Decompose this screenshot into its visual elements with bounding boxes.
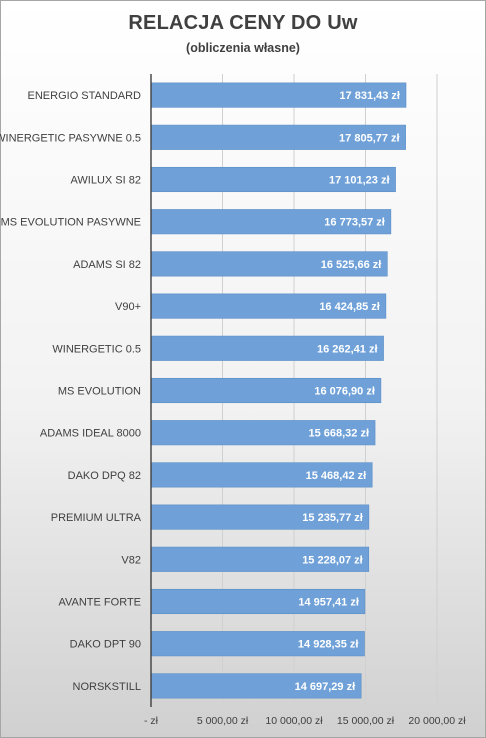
- data-label: 14 957,41 zł: [298, 597, 359, 609]
- category-label: ENERGIO STANDARD: [28, 90, 142, 102]
- x-tick-label: 5 000,00 zł: [197, 715, 249, 727]
- bar: [150, 82, 407, 108]
- chart-title: RELACJA CENY DO Uw: [128, 12, 358, 34]
- data-label: 16 262,41 zł: [317, 343, 378, 355]
- category-label: AWILUX SI 82: [70, 175, 141, 187]
- data-label: 14 928,35 zł: [298, 639, 359, 651]
- data-label: 17 101,23 zł: [329, 175, 390, 187]
- category-label: V82: [121, 554, 141, 566]
- category-label: ADAMS SI 82: [73, 259, 141, 271]
- data-label: 14 697,29 zł: [295, 681, 356, 693]
- bar: [150, 166, 396, 193]
- category-label: MS EVOLUTION: [58, 386, 141, 398]
- data-label: 16 076,90 zł: [314, 386, 375, 398]
- data-label: 15 668,32 zł: [308, 428, 369, 440]
- data-label: 17 831,43 zł: [339, 90, 400, 102]
- x-tick-label: 20 000,00 zł: [408, 715, 466, 727]
- bar: [150, 209, 392, 235]
- category-label: V90+: [115, 301, 141, 313]
- chart-subtitle: (obliczenia własne): [186, 41, 300, 55]
- data-label: 15 468,42 zł: [306, 470, 367, 482]
- x-tick-label: 15 000,00 zł: [337, 715, 395, 727]
- data-label: 16 525,66 zł: [321, 259, 382, 271]
- category-label: DAKO DPT 90: [70, 639, 141, 651]
- x-tick-label: 10 000,00 zł: [265, 715, 323, 727]
- bar: [150, 546, 370, 572]
- category-label: NORSKSTILL: [73, 681, 141, 693]
- bar: [150, 251, 388, 277]
- data-label: 15 228,07 zł: [302, 554, 363, 566]
- bar: [150, 673, 362, 699]
- category-label: WINERGETIC PASYWNE 0.5: [0, 132, 141, 144]
- category-label: PREMIUM ULTRA: [51, 512, 142, 524]
- data-label: 16 773,57 zł: [324, 217, 385, 229]
- bar: [150, 124, 406, 150]
- category-label: AVANTE FORTE: [58, 597, 141, 609]
- x-tick-label: - zł: [144, 715, 159, 727]
- category-label: DAKO DPQ 82: [68, 470, 141, 482]
- bar: [150, 588, 366, 615]
- bar: [150, 377, 382, 404]
- data-label: 16 424,85 zł: [319, 301, 380, 313]
- category-label: ADAMS IDEAL 8000: [40, 428, 141, 440]
- bar: [150, 420, 376, 446]
- bar: [150, 504, 370, 530]
- category-label: MS EVOLUTION PASYWNE: [1, 217, 141, 229]
- data-label: 17 805,77 zł: [339, 132, 400, 144]
- category-label: WINERGETIC 0.5: [52, 343, 141, 355]
- data-label: 15 235,77 zł: [302, 512, 363, 524]
- bar: [150, 462, 373, 488]
- bar: [150, 631, 365, 657]
